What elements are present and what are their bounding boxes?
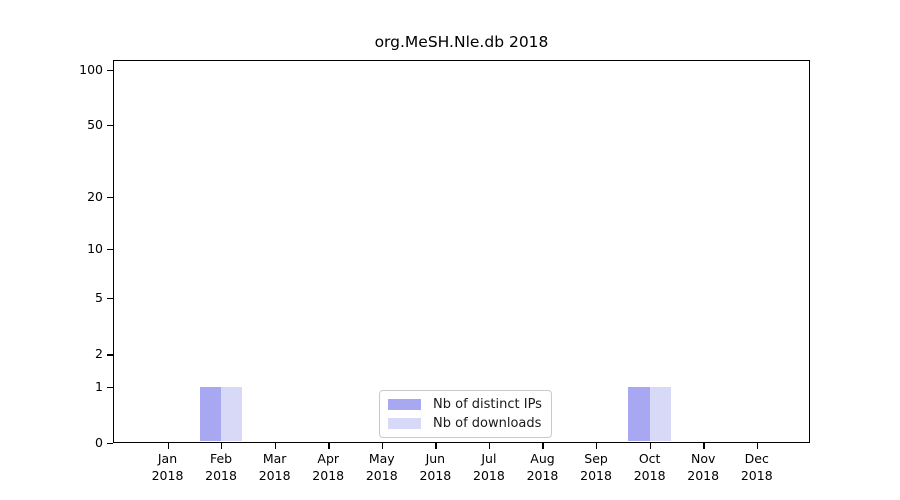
x-tick-year: 2018	[365, 468, 398, 483]
x-axis-tick-mark	[274, 443, 277, 449]
x-axis-tick-label: Jun 2018	[403, 450, 467, 484]
x-axis-tick-mark	[381, 443, 384, 449]
x-tick-month: Mar	[262, 451, 287, 466]
x-tick-month: Oct	[638, 451, 661, 466]
x-tick-year: 2018	[633, 468, 666, 483]
y-axis-tick-label: 5	[95, 290, 103, 306]
legend-label: Nb of distinct IPs	[433, 397, 542, 412]
bar-downloads	[221, 386, 243, 442]
x-tick-month: Feb	[209, 451, 233, 466]
x-axis-tick-label: Feb 2018	[189, 450, 253, 484]
y-axis-tick-mark	[107, 298, 113, 300]
y-axis-tick-label: 50	[87, 117, 103, 133]
x-tick-year: 2018	[580, 468, 612, 483]
bar-downloads	[649, 386, 672, 442]
y-axis-tick-mark	[107, 196, 113, 199]
x-axis-tick-mark	[488, 443, 491, 449]
x-tick-year: 2018	[312, 468, 345, 483]
y-axis-tick-label: 20	[87, 188, 103, 204]
x-tick-year: 2018	[205, 468, 237, 483]
bar-distinct-ips	[199, 386, 222, 442]
x-axis-tick-label: Mar 2018	[243, 450, 307, 484]
x-axis-tick-mark	[221, 443, 223, 449]
x-axis-tick-label: Sep 2018	[564, 450, 628, 484]
x-axis-tick-mark	[542, 443, 544, 449]
legend-row: Nb of distinct IPs	[388, 397, 542, 412]
legend-swatch	[388, 418, 421, 429]
x-tick-year: 2018	[687, 468, 720, 483]
x-tick-month: Dec	[744, 451, 769, 466]
y-axis-tick-label: 0	[95, 435, 103, 450]
chart-title: org.MeSH.Nle.db 2018	[374, 33, 549, 51]
y-axis-tick-mark	[107, 69, 113, 72]
x-axis-tick-label: May 2018	[350, 450, 414, 484]
y-axis-tick-label: 100	[79, 61, 103, 77]
x-axis-tick-label: Jul 2018	[457, 450, 521, 484]
x-tick-year: 2018	[740, 468, 773, 483]
x-axis-tick-mark	[703, 443, 705, 449]
y-axis-tick-label: 2	[95, 346, 103, 362]
bar-distinct-ips	[628, 386, 650, 442]
x-tick-month: Jan	[157, 451, 178, 466]
x-axis-tick-mark	[167, 443, 169, 449]
y-axis-tick-label: 1	[95, 378, 103, 394]
x-axis-tick-mark	[649, 443, 652, 449]
legend: Nb of distinct IPs Nb of downloads	[379, 390, 552, 438]
legend-swatch	[388, 399, 421, 410]
x-tick-year: 2018	[258, 468, 291, 483]
x-axis-tick-mark	[435, 443, 437, 449]
x-tick-month: May	[368, 451, 395, 466]
x-axis-tick-mark	[756, 443, 759, 449]
x-tick-year: 2018	[419, 468, 452, 483]
y-axis-tick-mark	[107, 125, 113, 127]
x-tick-year: 2018	[526, 468, 559, 483]
legend-label: Nb of downloads	[433, 416, 542, 431]
x-axis-tick-label: Apr 2018	[296, 450, 360, 484]
x-tick-month: Jun	[425, 451, 446, 466]
x-axis-tick-mark	[596, 443, 598, 449]
x-tick-year: 2018	[473, 468, 505, 483]
y-axis-tick-mark	[107, 386, 113, 389]
x-tick-month: Nov	[690, 451, 716, 466]
x-axis-tick-label: Jan 2018	[136, 450, 200, 484]
x-tick-month: Aug	[530, 451, 555, 466]
x-axis-tick-label: Dec 2018	[725, 450, 789, 484]
y-axis-tick-label: 10	[87, 241, 103, 257]
x-axis-tick-label: Oct 2018	[618, 450, 682, 484]
y-axis-tick-mark	[107, 443, 113, 445]
plot-area	[113, 60, 810, 443]
x-tick-month: Sep	[584, 451, 608, 466]
x-axis-tick-label: Nov 2018	[671, 450, 735, 484]
y-axis-tick-mark	[107, 354, 113, 356]
x-tick-month: Apr	[317, 451, 340, 466]
x-axis-tick-label: Aug 2018	[510, 450, 574, 484]
y-axis-tick-mark	[107, 249, 113, 251]
x-axis-tick-mark	[328, 443, 330, 449]
legend-row: Nb of downloads	[388, 416, 542, 431]
x-tick-year: 2018	[151, 468, 184, 483]
x-tick-month: Jul	[481, 451, 497, 466]
